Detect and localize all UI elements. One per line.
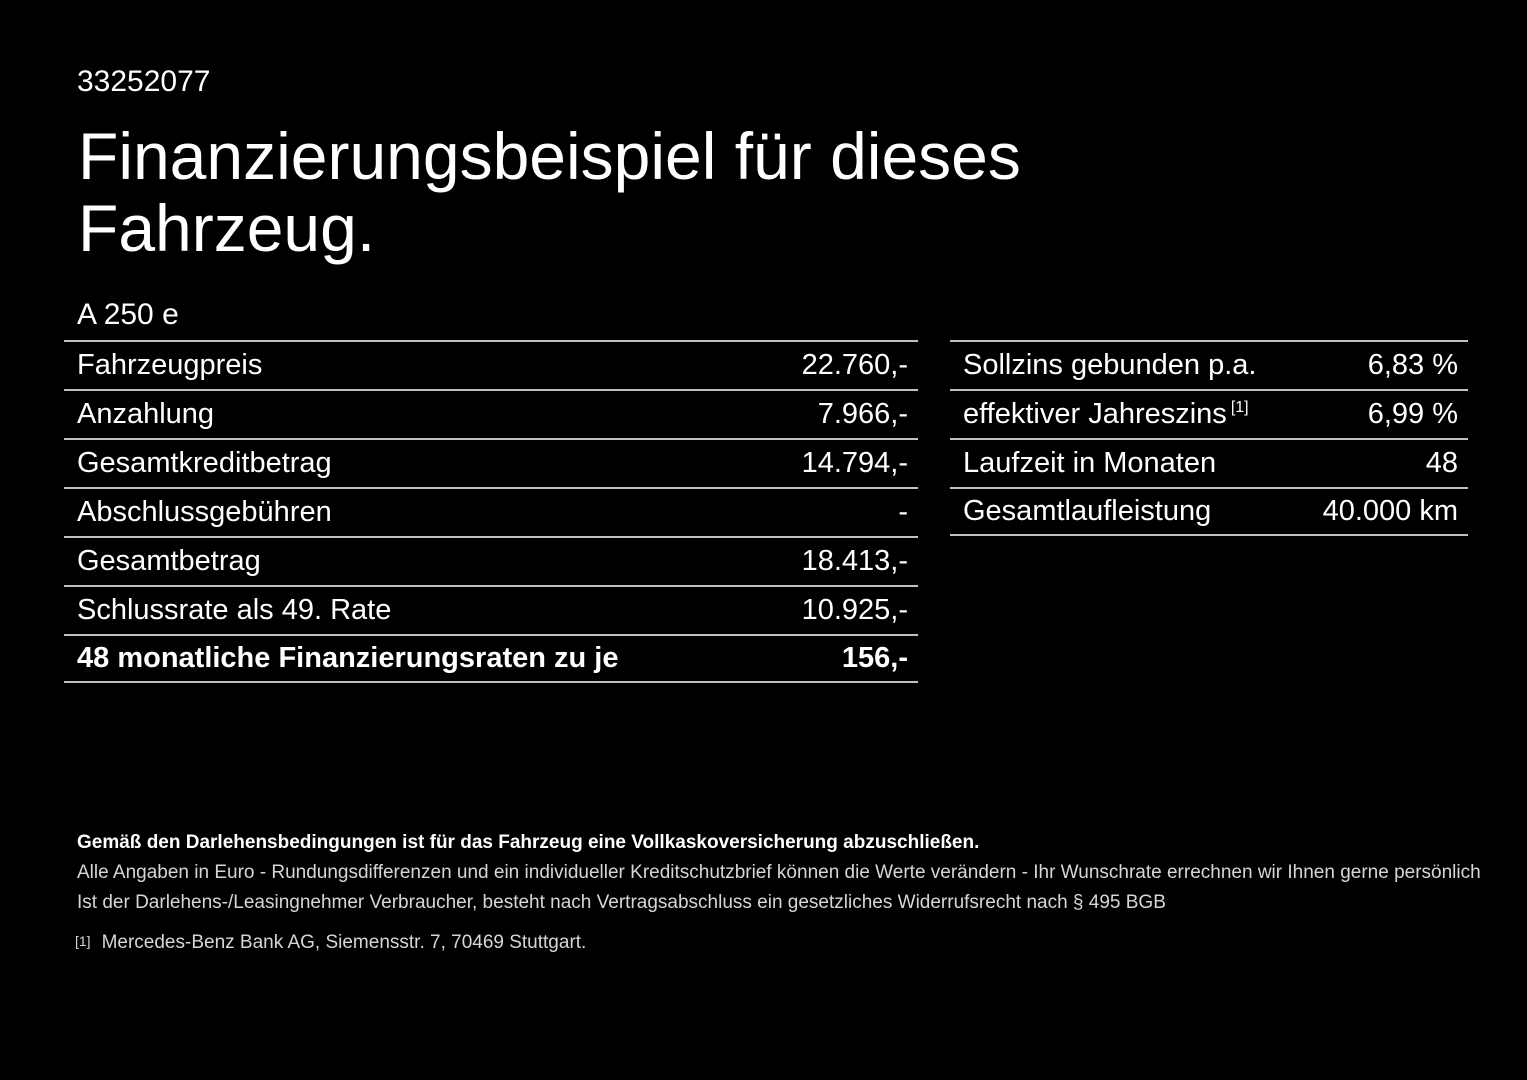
row-value: 156,-: [841, 642, 908, 674]
row-label: effektiver Jahreszins [1]: [963, 398, 1249, 430]
row-label: Laufzeit in Monaten: [963, 447, 1217, 479]
table-row: Sollzins gebunden p.a. 6,83 %: [950, 340, 1468, 389]
financing-tables: A 250 e Fahrzeugpreis 22.760,- Anzahlung…: [64, 290, 1527, 683]
row-value: 6,99 %: [1367, 398, 1458, 430]
table-row: Abschlussgebühren -: [64, 487, 918, 536]
table-row: Anzahlung 7.966,-: [64, 389, 918, 438]
row-label: Abschlussgebühren: [77, 496, 332, 528]
row-value: 10.925,-: [801, 594, 908, 626]
row-label: Gesamtbetrag: [77, 545, 261, 577]
row-value: 22.760,-: [801, 349, 908, 381]
row-value: 7.966,-: [817, 398, 908, 430]
vehicle-model: A 250 e: [77, 298, 179, 331]
footnote-marker: [1]: [75, 933, 91, 949]
table-row: Gesamtbetrag 18.413,-: [64, 536, 918, 585]
table-row: Gesamtkreditbetrag 14.794,-: [64, 438, 918, 487]
row-label: Sollzins gebunden p.a.: [963, 349, 1257, 381]
row-label: Schlussrate als 49. Rate: [77, 594, 392, 626]
financing-table-right: Sollzins gebunden p.a. 6,83 % effektiver…: [950, 340, 1468, 536]
table-row: Laufzeit in Monaten 48: [950, 438, 1468, 487]
page-title: Finanzierungsbeispiel für dieses Fahrzeu…: [78, 119, 1021, 265]
row-value: 18.413,-: [801, 545, 908, 577]
row-label: Fahrzeugpreis: [77, 349, 263, 381]
row-value: 48: [1425, 447, 1458, 479]
table-row: effektiver Jahreszins [1] 6,99 %: [950, 389, 1468, 438]
row-value: 14.794,-: [801, 447, 908, 479]
table-row: Gesamtlaufleistung 40.000 km: [950, 487, 1468, 536]
legal-fine-print: Gemäß den Darlehensbedingungen ist für d…: [75, 828, 1527, 957]
row-value: 6,83 %: [1367, 349, 1458, 381]
table-row: Fahrzeugpreis 22.760,-: [64, 340, 918, 389]
table-row: Schlussrate als 49. Rate 10.925,-: [64, 585, 918, 634]
bank-footnote: [1] Mercedes-Benz Bank AG, Siemensstr. 7…: [75, 929, 1527, 957]
row-label: Anzahlung: [77, 398, 215, 430]
financing-example-page: 33252077 Finanzierungsbeispiel für diese…: [0, 64, 1527, 1080]
financing-table-left: A 250 e Fahrzeugpreis 22.760,- Anzahlung…: [64, 290, 918, 683]
withdrawal-right-note: Ist der Darlehens-/Leasingnehmer Verbrau…: [77, 892, 1166, 913]
insurance-requirement-note: Gemäß den Darlehensbedingungen ist für d…: [77, 832, 980, 853]
table-row-monthly-rate: 48 monatliche Finanzierungsraten zu je 1…: [64, 634, 918, 683]
footnote-text: Mercedes-Benz Bank AG, Siemensstr. 7, 70…: [101, 932, 587, 953]
row-label: Gesamtkreditbetrag: [77, 447, 332, 479]
row-label: Gesamtlaufleistung: [963, 495, 1212, 527]
row-value: -: [898, 496, 908, 528]
euro-disclaimer-note: Alle Angaben in Euro - Rundungsdifferenz…: [77, 862, 1481, 883]
row-label: 48 monatliche Finanzierungsraten zu je: [77, 642, 619, 674]
footnote-ref-marker: [1]: [1230, 399, 1249, 416]
offer-id: 33252077: [77, 65, 211, 98]
row-value: 40.000 km: [1322, 495, 1458, 527]
